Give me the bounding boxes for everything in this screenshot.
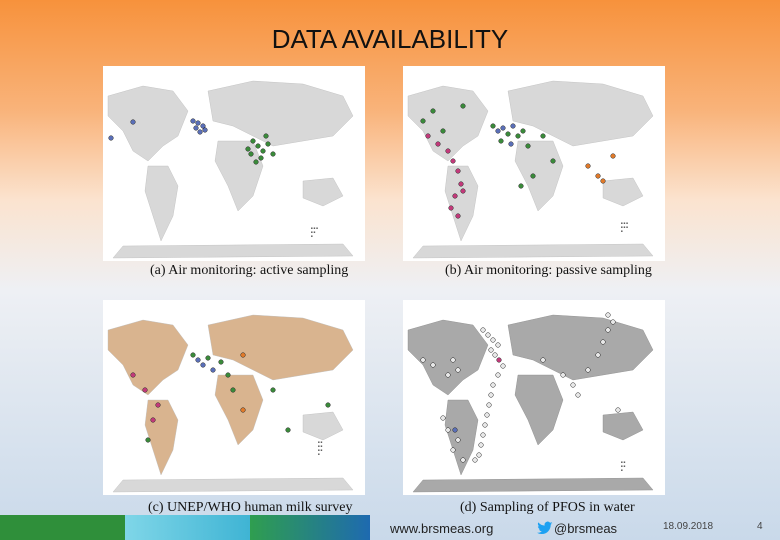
footer-twitter-handle[interactable]: @brsmeas — [554, 521, 618, 536]
world-map-b — [407, 80, 654, 259]
world-map-c — [107, 314, 354, 493]
caption-a: (a) Air monitoring: active sampling — [150, 263, 349, 278]
legend-d: ■ ■ ■ ■ ■ — [621, 460, 626, 472]
milk-survey-points — [130, 352, 331, 443]
page-number: 4 — [757, 521, 763, 532]
footer-image-strip — [0, 515, 370, 540]
world-map-d — [407, 312, 654, 493]
world-map-a — [107, 80, 354, 259]
caption-b: (b) Air monitoring: passive sampling — [445, 263, 652, 278]
active-sampling-points — [108, 118, 276, 165]
map-panel-c: ■ ■ ■ ■ ■ ■ ■ — [103, 300, 365, 495]
legend-b: ■ ■ ■ ■ ■ ■ ■ — [621, 221, 629, 233]
map-panel-b: ■ ■ ■ ■ ■ ■ ■ — [403, 66, 665, 261]
legend-a: ■ ■ ■ ■ ■ ■ — [311, 226, 319, 238]
footer-date: 18.09.2018 — [663, 521, 714, 532]
caption-c: (c) UNEP/WHO human milk survey — [148, 500, 353, 515]
legend-c: ■ ■ ■ ■ ■ ■ ■ — [318, 440, 323, 456]
map-panel-a: ■ ■ ■ ■ ■ ■ — [103, 66, 365, 261]
twitter-bird-icon — [537, 521, 553, 535]
slide-title: DATA AVAILABILITY — [271, 24, 509, 54]
map-panel-d: ■ ■ ■ ■ ■ — [403, 300, 665, 495]
passive-sampling-points — [420, 103, 616, 219]
footer-website[interactable]: www.brsmeas.org — [390, 521, 494, 536]
pfos-water-points — [420, 312, 621, 463]
caption-d: (d) Sampling of PFOS in water — [460, 500, 635, 515]
